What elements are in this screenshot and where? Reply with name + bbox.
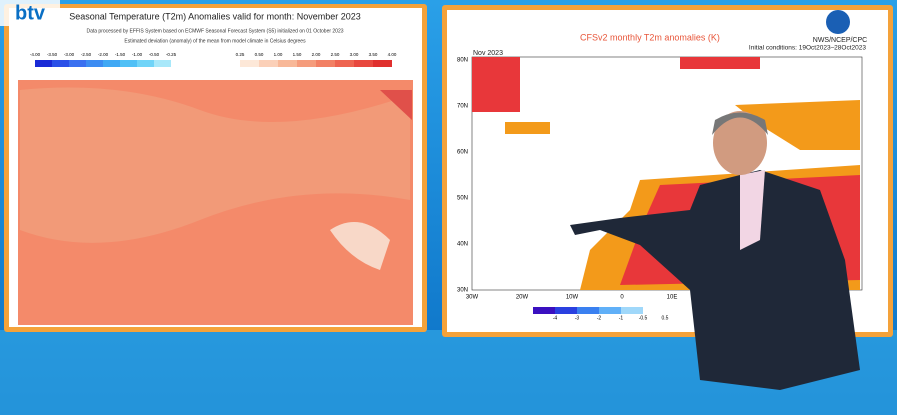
colorbar-cell (373, 60, 392, 67)
colorbar-cell (120, 60, 137, 67)
lon-label: 20W (516, 295, 529, 301)
colorbar-cell (154, 60, 171, 67)
colorbar-label: -3 (575, 315, 580, 321)
colorbar-cell (621, 307, 643, 314)
colorbar-cell (103, 60, 120, 67)
colorbar-cell (577, 307, 599, 314)
colorbar-cell (335, 60, 354, 67)
colorbar-label: -2.50 (81, 52, 92, 57)
noaa-logo (826, 10, 850, 34)
colorbar-label: 0.5 (662, 315, 669, 321)
lon-label: 30W (466, 295, 479, 301)
colorbar-cell (69, 60, 86, 67)
colorbar-cell (35, 60, 52, 67)
colorbar-label: -2 (597, 315, 602, 321)
anomaly-orange (735, 100, 860, 150)
colorbar-label: 4.00 (388, 52, 397, 57)
lon-label: 10W (566, 295, 579, 301)
colorbar-label: 0.25 (236, 52, 245, 57)
right-title: CFSv2 monthly T2m anomalies (K) (580, 32, 720, 42)
left-title: Seasonal Temperature (T2m) Anomalies val… (69, 11, 360, 21)
lon-label: 10E (667, 295, 678, 301)
left-map-hot (380, 90, 412, 120)
colorbar-cell (354, 60, 373, 67)
colorbar-cell (599, 307, 621, 314)
colorbar-label: 2.50 (331, 52, 340, 57)
left-colorbar-warm: 0.25 0.50 1.00 1.50 2.00 2.50 3.00 3.50 4.00 (236, 52, 397, 67)
colorbar-cell (297, 60, 316, 67)
colorbar-label: -1.50 (115, 52, 126, 57)
right-agency: NWS/NCEP/CPC (813, 37, 867, 44)
colorbar-cell (316, 60, 335, 67)
lat-label: 50N (457, 196, 468, 202)
right-initial-conditions: Initial conditions: 19Oct2023–28Oct2023 (749, 45, 866, 52)
colorbar-label: 2.00 (312, 52, 321, 57)
left-subtitle: Data processed by EFFIS System based on … (86, 28, 343, 34)
lon-label: 0 (620, 295, 624, 301)
left-note: Estimated deviation (anomaly) of the mea… (124, 38, 306, 44)
colorbar-cell (137, 60, 154, 67)
presenter-head (713, 111, 767, 175)
lat-label: 60N (457, 150, 468, 156)
colorbar-label: -0.25 (166, 52, 177, 57)
presenter-hair (712, 112, 768, 135)
right-month: Nov 2023 (473, 50, 503, 57)
colorbar-cell (52, 60, 69, 67)
colorbar-label: -4.00 (30, 52, 41, 57)
anomaly-red (680, 57, 760, 69)
anomaly-orange (505, 122, 550, 134)
colorbar-cell (86, 60, 103, 67)
colorbar-cell (643, 307, 665, 314)
left-map-land (20, 87, 410, 243)
colorbar-label: -2.00 (98, 52, 109, 57)
colorbar-cell (278, 60, 297, 67)
colorbar-cell (533, 307, 555, 314)
colorbar-label: -3.00 (64, 52, 75, 57)
lat-label: 30N (457, 288, 468, 294)
colorbar-cell (259, 60, 278, 67)
colorbar-label: -1.00 (132, 52, 143, 57)
left-colorbar-cold: -4.00 -3.50 -3.00 -2.50 -2.00 -1.50 -1.00 -0.50… (30, 52, 177, 67)
colorbar-label: -3.50 (47, 52, 58, 57)
colorbar-label: 1.00 (274, 52, 283, 57)
colorbar-cell (555, 307, 577, 314)
anomaly-red (472, 57, 520, 112)
lat-label: 80N (457, 58, 468, 64)
colorbar-label: 1.50 (293, 52, 302, 57)
lat-label: 40N (457, 242, 468, 248)
colorbar-label: -1 (619, 315, 624, 321)
presenter-shirt (740, 170, 765, 250)
lat-label: 70N (457, 104, 468, 110)
colorbar-label: -0.5 (639, 315, 648, 321)
colorbar-label: 3.50 (369, 52, 378, 57)
left-map-light (330, 222, 390, 270)
colorbar-label: -0.50 (149, 52, 160, 57)
channel-logo: btv (15, 2, 46, 24)
colorbar-cell (240, 60, 259, 67)
colorbar-label: 3.00 (350, 52, 359, 57)
colorbar-label: 0.50 (255, 52, 264, 57)
colorbar-label: -4 (553, 315, 558, 321)
logo-bg (0, 0, 60, 26)
right-colorbar: -4 -3 -2 -1 -0.5 0.5 (533, 307, 669, 321)
presenter-suit (570, 170, 860, 390)
